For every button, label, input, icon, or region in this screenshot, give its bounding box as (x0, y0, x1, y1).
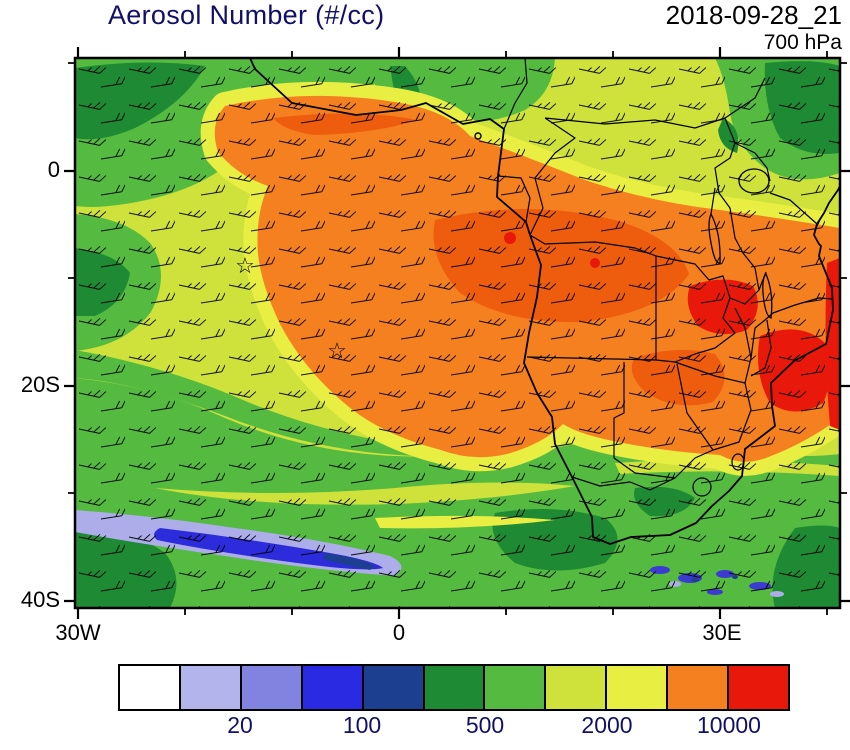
colorbar-tick-label: 2000 (581, 712, 633, 738)
colorbar-tick-label: 10000 (697, 712, 761, 738)
y-tick-label-20s: 20S (20, 372, 60, 397)
y-tick-label-0: 0 (47, 157, 60, 182)
wind-barbs-overlay (75, 58, 840, 608)
colorbar-cell (241, 666, 303, 709)
star-marker-icon: ☆ (235, 253, 255, 278)
y-tick-label-40s: 40S (20, 587, 60, 612)
page-title: Aerosol Number (#/cc) (108, 0, 385, 30)
colorbar-cell (424, 666, 486, 709)
colorbar-cell (607, 666, 669, 709)
colorbar-tick-label: 20 (227, 712, 253, 738)
plot-frame (73, 56, 842, 610)
colorbar-cell (363, 666, 425, 709)
pressure-level-label: 700 hPa (763, 31, 842, 54)
colorbar-cell (120, 666, 181, 709)
colorbar-cell (668, 666, 730, 709)
x-tick-label-30w: 30W (55, 620, 101, 645)
colorbar-tick-label: 100 (342, 712, 382, 738)
minor-ticks (68, 51, 847, 615)
major-ticks (64, 47, 850, 619)
colorbar-cell (485, 666, 547, 709)
star-marker-icon: ☆ (327, 338, 347, 363)
x-tick-label-0: 0 (392, 620, 406, 645)
aerosol-map: ☆ ☆ (64, 47, 850, 619)
map-field: ☆ ☆ (75, 58, 840, 608)
x-tick-label-30e: 30E (702, 620, 742, 645)
datetime-label: 2018-09-28_21 (665, 0, 842, 30)
colorbar (118, 664, 790, 711)
colorbar-cell (729, 666, 788, 709)
colorbar-cell (180, 666, 242, 709)
colorbar-cell (546, 666, 608, 709)
colorbar-tick-label: 500 (465, 712, 505, 738)
colorbar-cell (302, 666, 364, 709)
